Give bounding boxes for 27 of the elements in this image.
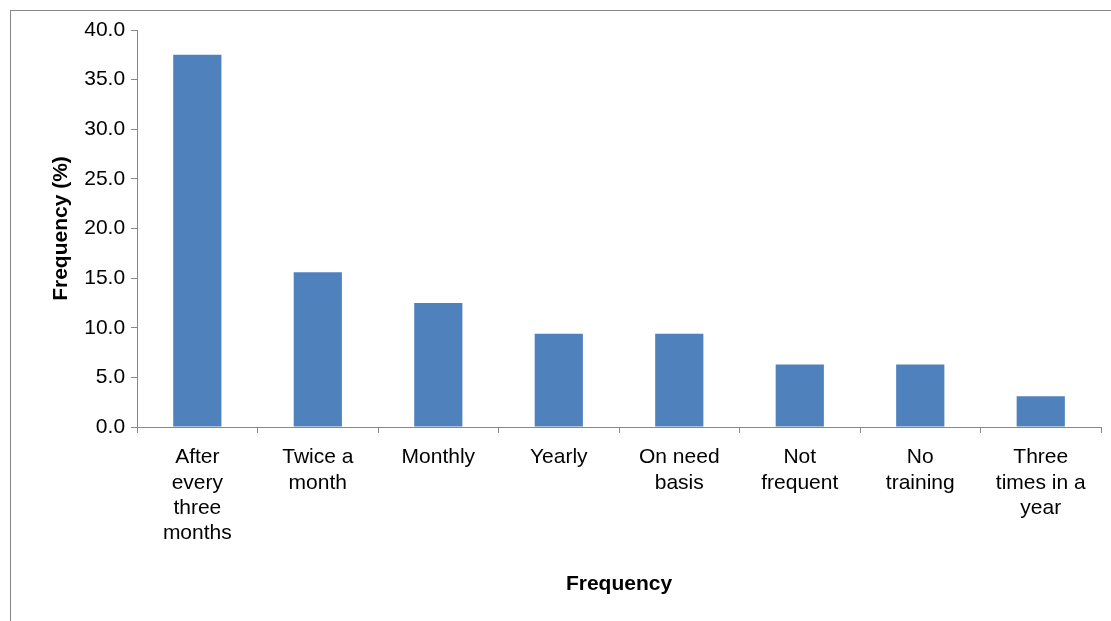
y-tick-label: 40.0 (84, 16, 126, 40)
x-tick-label: After every three months (162, 444, 232, 543)
bar (896, 364, 945, 427)
y-tick-label: 35.0 (84, 66, 126, 90)
y-tick-label: 25.0 (84, 165, 126, 189)
bar (655, 333, 704, 427)
bar (293, 272, 342, 427)
x-tick-label: Yearly (529, 444, 589, 468)
x-tick-label: Monthly (401, 444, 476, 468)
x-tick-label: Not frequent (761, 444, 839, 493)
y-tick-label: 0.0 (95, 413, 126, 437)
y-tick-label: 15.0 (84, 264, 126, 288)
y-axis-title: Frequency (%) (48, 156, 72, 301)
x-tick-label: On need basis (638, 444, 720, 493)
x-tick-label: No training (885, 444, 955, 493)
y-tick-label: 30.0 (84, 116, 126, 140)
x-tick-label: Three times in a year (995, 444, 1086, 518)
y-tick-label: 10.0 (84, 314, 126, 338)
x-tick-label: Twice a month (282, 444, 354, 493)
x-axis-title: Frequency (565, 571, 673, 595)
bar (534, 333, 583, 427)
bar (775, 364, 824, 427)
bar (1016, 396, 1065, 427)
y-tick-label: 20.0 (84, 215, 126, 239)
bar (414, 302, 463, 427)
bar (173, 54, 222, 427)
y-tick-label: 5.0 (95, 364, 126, 388)
